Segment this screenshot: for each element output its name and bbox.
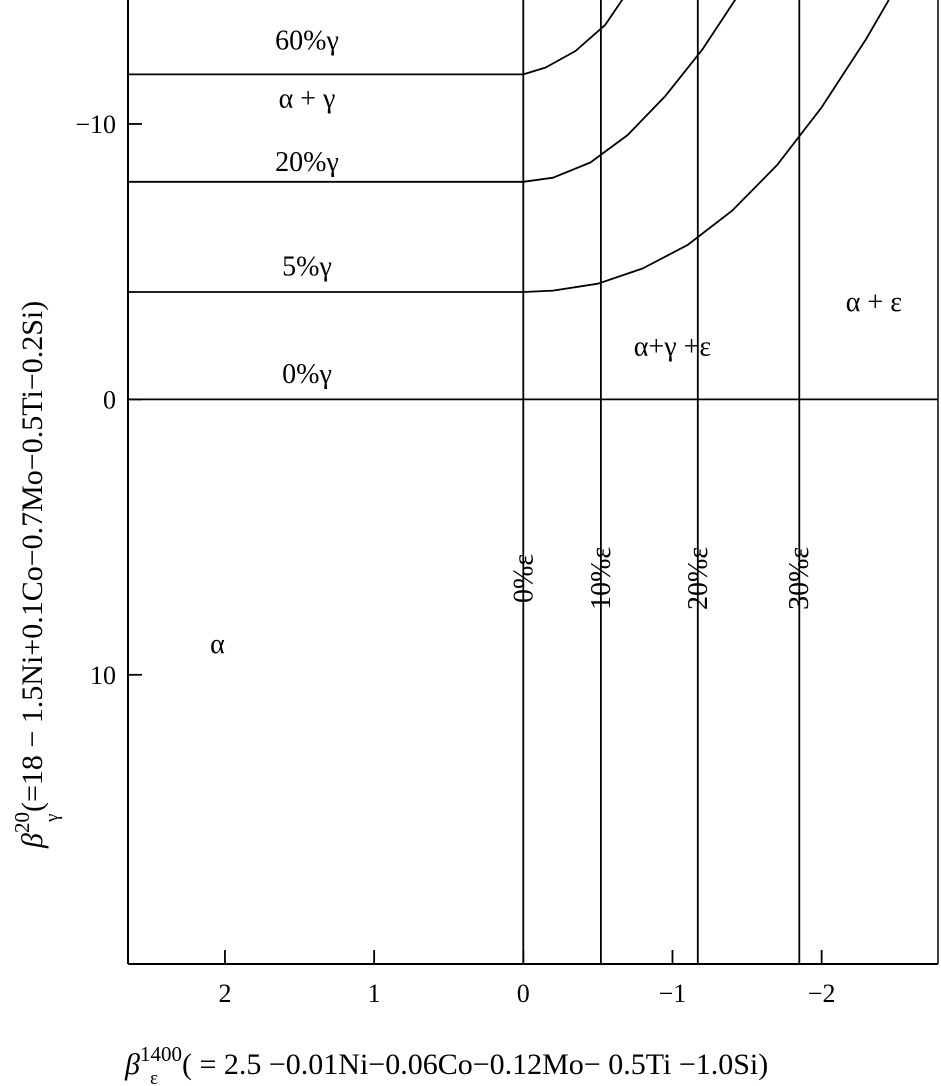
epsilon-line-label: 20%ε xyxy=(683,547,714,610)
x-tick-label: 0 xyxy=(517,979,530,1008)
x-tick-label: −1 xyxy=(659,979,687,1008)
x-axis-superscript: 1400 xyxy=(140,1042,182,1066)
x-axis-formula: ( = 2.5 −0.01Ni−0.06Co−0.12Mo− 0.5Ti −1.… xyxy=(182,1048,768,1081)
y-tick-label: 10 xyxy=(90,661,116,690)
y-axis-superscript: 20 xyxy=(10,812,34,833)
y-tick-label: 0 xyxy=(103,385,116,414)
region-labels: γ60%γα + γ20%γ5%γ0%γα+γ +εα + εα0%ε10%ε2… xyxy=(210,26,902,660)
region-label: 0%γ xyxy=(282,359,332,390)
svg-text:β20(=18 − 1.5Ni+0.1Co−0.7Mo−0.: β20(=18 − 1.5Ni+0.1Co−0.7Mo−0.5Ti−0.2Si) xyxy=(10,301,49,849)
svg-text:β1400( = 2.5 −0.01Ni−0.06Co−0.: β1400( = 2.5 −0.01Ni−0.06Co−0.12Mo− 0.5T… xyxy=(124,1042,768,1081)
region-label: 60%γ xyxy=(275,26,339,57)
epsilon-line-label: 0%ε xyxy=(508,554,539,603)
y-axis-formula: (=18 − 1.5Ni+0.1Co−0.7Mo−0.5Ti−0.2Si) xyxy=(16,301,49,812)
epsilon-line-label: 10%ε xyxy=(586,547,617,610)
x-tick-label: 2 xyxy=(218,979,231,1008)
region-label: α + γ xyxy=(279,83,336,114)
plot-area xyxy=(127,0,939,965)
phase-boundary-lines xyxy=(128,0,938,964)
y-axis-subscript: γ xyxy=(42,814,63,823)
y-axis-title: β20(=18 − 1.5Ni+0.1Co−0.7Mo−0.5Ti−0.2Si)… xyxy=(10,301,63,849)
region-label: 20%γ xyxy=(275,147,339,178)
x-tick-label: −2 xyxy=(808,979,836,1008)
region-label: α + ε xyxy=(846,287,902,318)
epsilon-line-label: 30%ε xyxy=(784,547,815,610)
region-label: 5%γ xyxy=(282,251,332,282)
series-line-5pct-gamma xyxy=(128,0,890,293)
y-tick-label: −10 xyxy=(75,110,116,139)
series-line-60pct-gamma xyxy=(128,0,624,76)
x-axis-subscript: ε xyxy=(150,1068,158,1086)
x-tick-label: 1 xyxy=(368,979,381,1008)
y-axis-symbol: β xyxy=(16,833,49,849)
region-label: α+γ +ε xyxy=(634,331,711,362)
region-label: α xyxy=(210,629,225,660)
x-axis-title: β1400( = 2.5 −0.01Ni−0.06Co−0.12Mo− 0.5T… xyxy=(124,1042,768,1086)
x-axis-symbol: β xyxy=(124,1048,140,1081)
series-line-20pct-gamma xyxy=(128,0,737,183)
